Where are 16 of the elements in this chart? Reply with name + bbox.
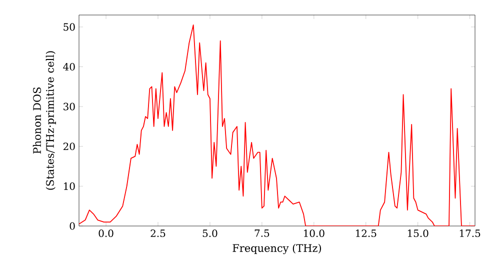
x-axis-title: Frequency (THz)	[232, 244, 322, 254]
x-tick-label: 0.0	[98, 230, 114, 238]
x-tick-label: 17.5	[460, 230, 480, 238]
y-tick-label: 0	[70, 222, 75, 230]
x-tick-label: 7.5	[254, 230, 270, 237]
y-tick-label: 40	[63, 62, 75, 71]
y-tick-label: 50	[64, 23, 75, 31]
x-tick-label: 12.5	[356, 230, 376, 238]
y-tick-label: 20	[63, 142, 75, 150]
x-tick-label: 10.0	[304, 230, 324, 238]
y-tick-label: 30	[64, 102, 75, 110]
x-tick-label: 15.0	[408, 230, 428, 238]
x-tick-label: 2.5	[150, 230, 166, 238]
x-tick-label: 5.0	[202, 230, 218, 238]
y-tick-label: 10	[64, 182, 75, 190]
y-axis-title: Phonon DOS (States/THz·primitive cell)	[32, 51, 56, 190]
